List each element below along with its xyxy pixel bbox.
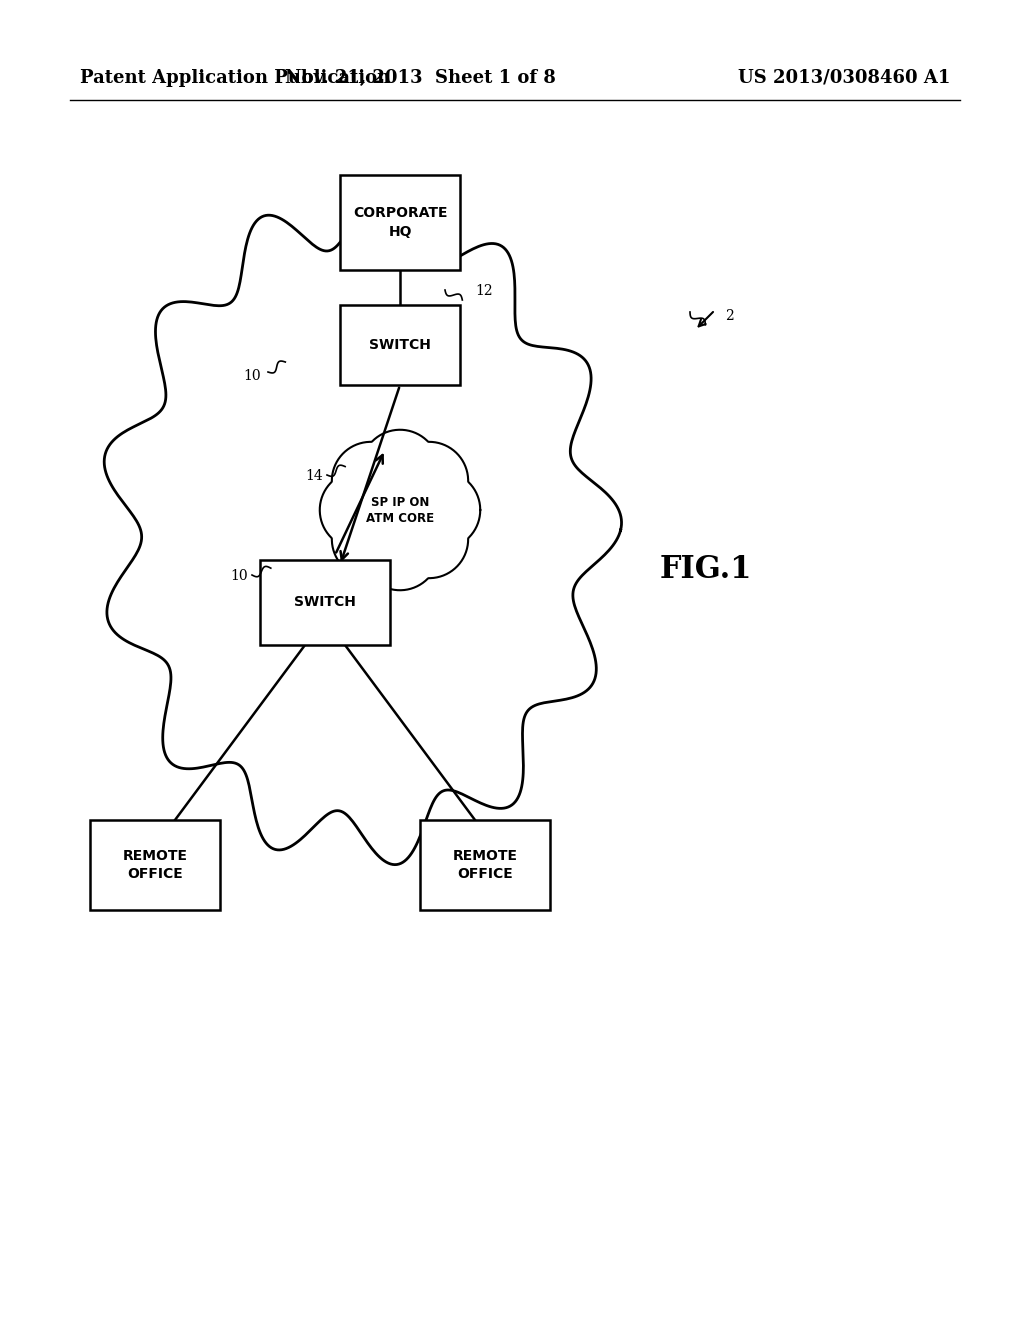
Text: 10: 10 — [230, 569, 248, 583]
Text: 10: 10 — [243, 370, 261, 383]
Bar — [260, 560, 390, 645]
Text: SP IP ON
ATM CORE: SP IP ON ATM CORE — [366, 495, 434, 524]
Text: 14: 14 — [305, 469, 323, 483]
Text: SWITCH: SWITCH — [369, 338, 431, 352]
Bar — [90, 820, 220, 909]
Text: Patent Application Publication: Patent Application Publication — [80, 69, 390, 87]
Bar — [340, 176, 460, 271]
Text: REMOTE
OFFICE: REMOTE OFFICE — [123, 849, 187, 882]
Bar — [340, 305, 460, 385]
Text: CORPORATE
HQ: CORPORATE HQ — [352, 206, 447, 239]
Bar — [420, 820, 550, 909]
Text: 12: 12 — [475, 284, 493, 298]
Text: SWITCH: SWITCH — [294, 595, 356, 610]
Text: FIG.1: FIG.1 — [660, 554, 753, 586]
Text: 2: 2 — [725, 309, 734, 323]
Text: REMOTE
OFFICE: REMOTE OFFICE — [453, 849, 517, 882]
Text: Nov. 21, 2013  Sheet 1 of 8: Nov. 21, 2013 Sheet 1 of 8 — [285, 69, 555, 87]
Text: US 2013/0308460 A1: US 2013/0308460 A1 — [737, 69, 950, 87]
